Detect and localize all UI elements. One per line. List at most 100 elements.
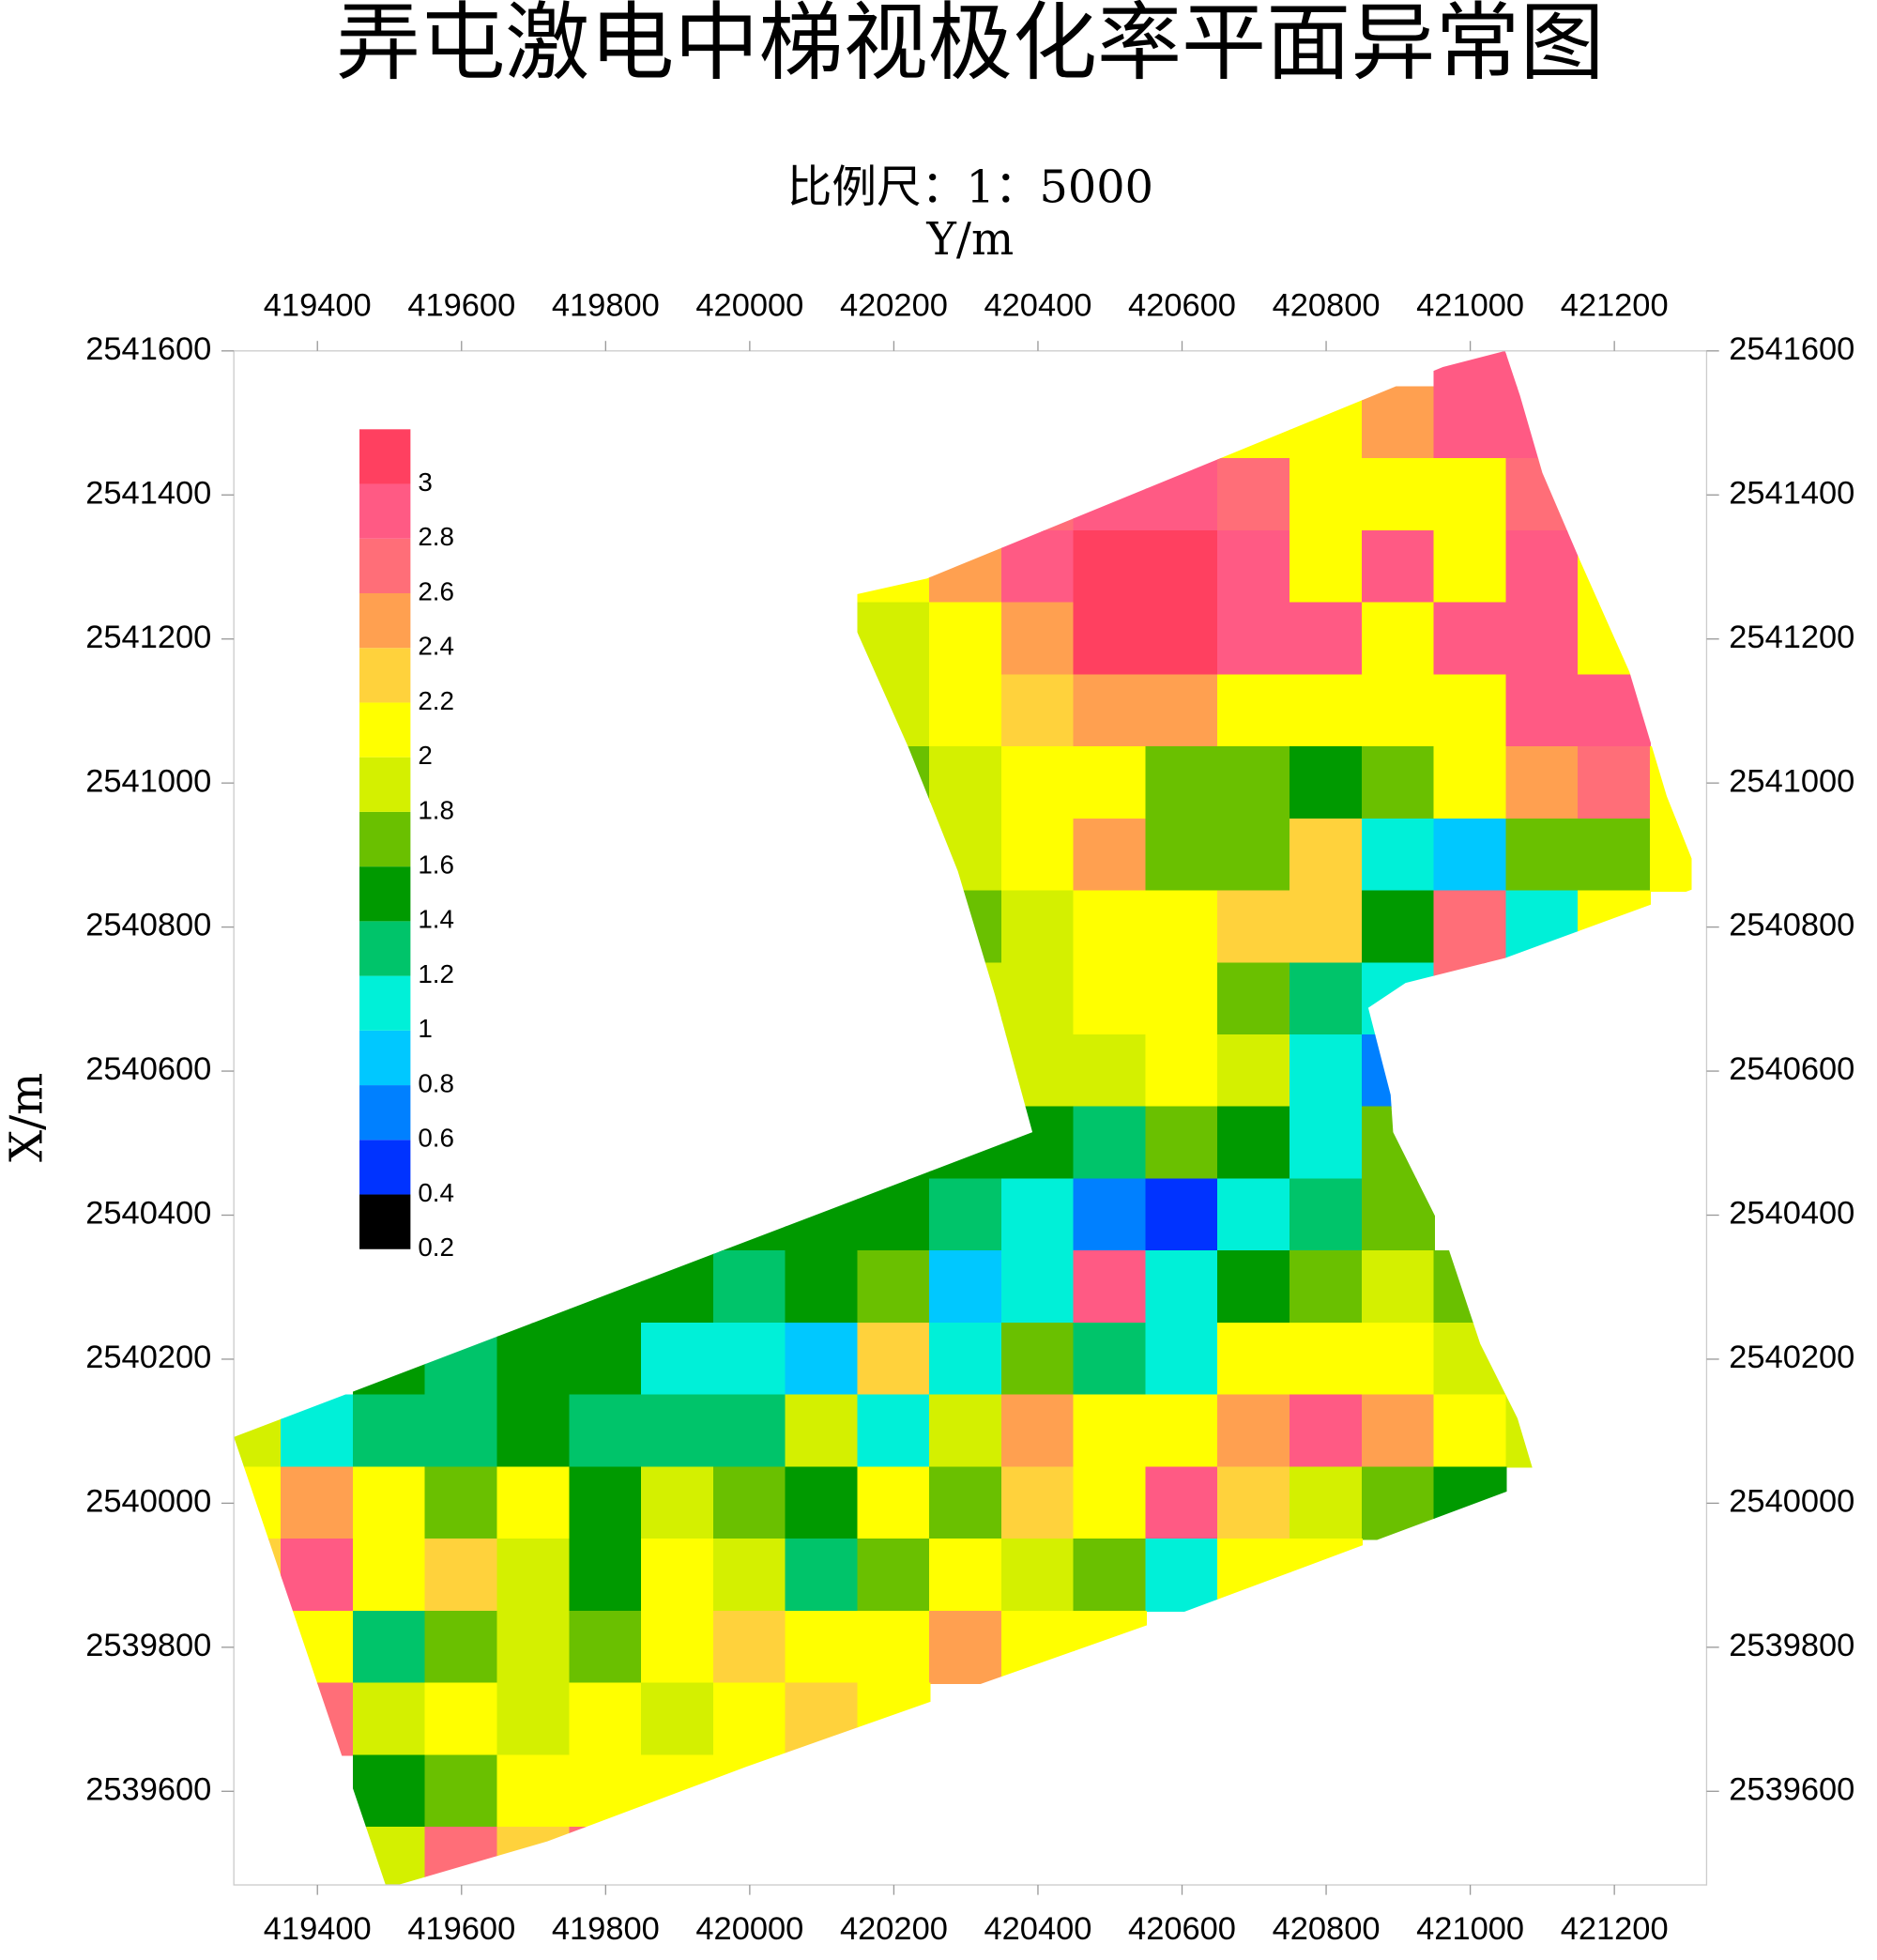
y-tick-label: 2539600 [85,1771,211,1807]
colorbar-band [359,1030,411,1086]
contour-cell [1217,818,1291,892]
contour-cell [929,1394,1003,1468]
y-tick-label: 2540800 [1729,908,1854,943]
contour-cell [1433,529,1507,605]
contour-cell [352,1466,427,1540]
contour-cell [1289,1250,1364,1325]
contour-cell [929,746,1003,820]
contour-cell [1289,1106,1364,1180]
y-tick-label: 2540400 [1729,1196,1854,1232]
contour-cell [569,1394,643,1468]
contour-cell [1361,386,1435,460]
contour-cell [929,1178,1003,1252]
colorbar-band [359,593,411,649]
contour-cell [424,1754,498,1829]
colorbar-band [359,429,411,484]
contour-cell [1000,1466,1076,1540]
y-tick-label: 2540800 [85,908,211,943]
contour-cell [1073,1034,1147,1109]
contour-cell [1000,818,1076,892]
contour-cell [1145,529,1219,605]
contour-cell [1289,1034,1364,1109]
contour-cell [1145,1106,1219,1180]
contour-cell [569,1682,643,1756]
contour-cell [496,1394,571,1468]
y-tick-label: 2539800 [1729,1628,1854,1663]
contour-cell [1145,1034,1219,1109]
y-tick-label: 2541200 [1729,620,1854,655]
colorbar-band [359,1194,411,1249]
contour-cell [1217,746,1291,820]
y-tick-label: 2540400 [85,1196,211,1232]
contour-cell [1073,602,1147,676]
contour-cell [1433,674,1507,748]
colorbar-label: 3 [418,467,432,497]
contour-cell [785,1466,859,1540]
contour-cell [1217,1034,1291,1109]
contour-cell [1217,890,1291,964]
colorbar-band [359,1085,411,1141]
contour-cell [424,1610,498,1684]
y-tick-label: 2541000 [1729,763,1854,799]
x-tick-label: 419800 [552,1911,660,1947]
colorbar-band [359,702,411,758]
contour-cell [496,1682,571,1756]
colorbar-band [359,648,411,703]
contour-cell [641,1539,715,1613]
contour-cell [569,1466,643,1540]
colorbar-band [359,811,411,867]
y-tick-label: 2541400 [1729,475,1854,511]
contour-cell [1289,1178,1364,1252]
x-tick-label: 420000 [695,288,803,324]
contour-cell [785,1322,859,1396]
contour-cell [929,1610,1003,1684]
x-tick-label: 420400 [984,288,1092,324]
contour-cell [424,1394,498,1468]
contour-cell [712,1682,786,1756]
y-axis-label: X/m [1,1073,53,1162]
x-tick-label: 419600 [407,1911,515,1947]
chart-title: 弄屯激电中梯视极化率平面异常图 [336,0,1605,92]
contour-cell [1433,746,1507,820]
y-tick-label: 2541200 [85,620,211,655]
contour-cell [1145,890,1219,964]
contour-cell [1361,818,1435,892]
plot-frame [233,350,1708,1886]
contour-cell [1289,1322,1364,1396]
contour-cell [1289,529,1364,605]
contour-cell [569,1322,643,1396]
contour-cell [1000,1322,1076,1396]
contour-cell [281,1466,355,1540]
contour-cell [352,1610,427,1684]
contour-cell [569,1610,643,1684]
contour-cell [352,1682,427,1756]
contour-cell [712,1322,786,1396]
contour-cell [785,1394,859,1468]
colorbar-band [359,975,411,1031]
x-axis-label: Y/m [925,214,1014,266]
contour-cell [1361,746,1435,820]
contour-cell [1578,746,1652,820]
x-tick-label: 419800 [552,288,660,324]
contour-cell [1145,1322,1219,1396]
contour-cell [712,1466,786,1540]
contour-cell [1073,529,1147,605]
contour-cell [785,1539,859,1613]
contour-cell [1361,890,1435,964]
y-tick-label: 2541600 [1729,331,1854,367]
x-tick-label: 420800 [1273,1911,1381,1947]
contour-cell [1073,1106,1147,1180]
contour-cell [1217,529,1291,605]
colorbar-band [359,757,411,812]
colorbar-label: 0.6 [418,1124,454,1153]
y-tick-label: 2540000 [85,1483,211,1519]
contour-cell [496,1466,571,1540]
x-tick-label: 420600 [1128,1911,1236,1947]
contour-cell [1433,386,1507,460]
contour-cell [1217,602,1291,676]
contour-cell [1289,818,1364,892]
colorbar-band [359,1140,411,1195]
contour-cell [712,1394,786,1468]
contour-cell [1361,1322,1435,1396]
